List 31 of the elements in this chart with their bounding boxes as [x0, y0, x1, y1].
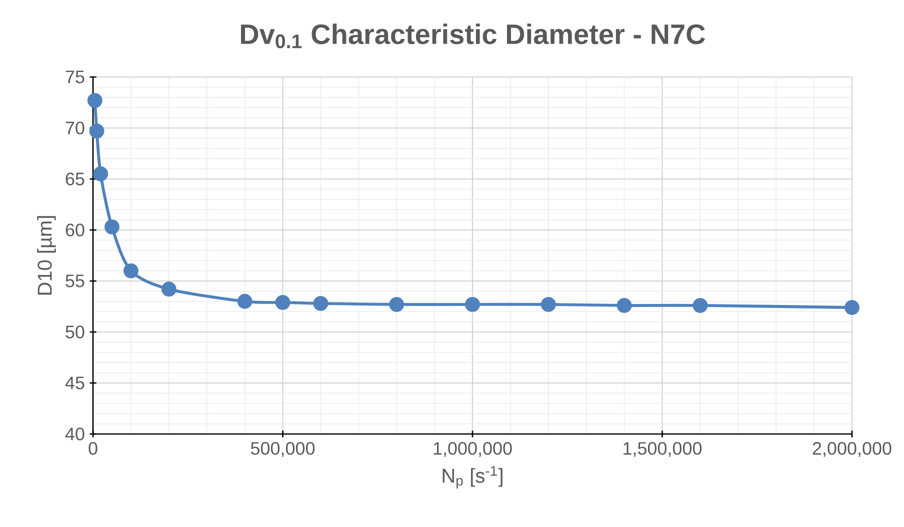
point	[87, 92, 102, 108]
y-axis-title: D10 [µm]	[37, 216, 56, 295]
point	[275, 294, 290, 310]
y-tick-label: 70	[66, 122, 84, 134]
point	[93, 166, 108, 182]
point	[616, 298, 632, 313]
x-tick-label: 1,000,000	[434, 442, 512, 457]
y-tick-label: 40	[65, 428, 84, 440]
point	[465, 296, 480, 312]
chart-title: Dv$_{0.1}$ Characteristic Diameter - N7C	[241, 24, 706, 48]
point	[161, 282, 176, 297]
y-tick-label: 60	[66, 224, 84, 236]
point	[389, 296, 404, 312]
y-tick-label: 55	[66, 274, 84, 288]
point	[123, 263, 138, 278]
point	[89, 124, 104, 139]
x-tick-label: 0	[88, 442, 98, 455]
y-tick-label: 65	[66, 172, 84, 186]
x-tick-label: 2,000,000	[812, 442, 892, 457]
y-tick-label: 75	[66, 70, 84, 84]
y-tick-label: 50	[66, 326, 84, 338]
point	[844, 300, 860, 315]
point	[237, 294, 252, 309]
point	[692, 298, 708, 313]
point	[540, 296, 556, 312]
x-axis-title: N$_{p}$ [s$^{-1}$]	[442, 466, 502, 488]
point	[313, 296, 328, 311]
y-tick-label: 45	[65, 376, 84, 390]
x-tick-label: 500,000	[250, 442, 315, 457]
x-tick-label: 1,500,000	[624, 442, 702, 457]
point	[104, 219, 120, 234]
